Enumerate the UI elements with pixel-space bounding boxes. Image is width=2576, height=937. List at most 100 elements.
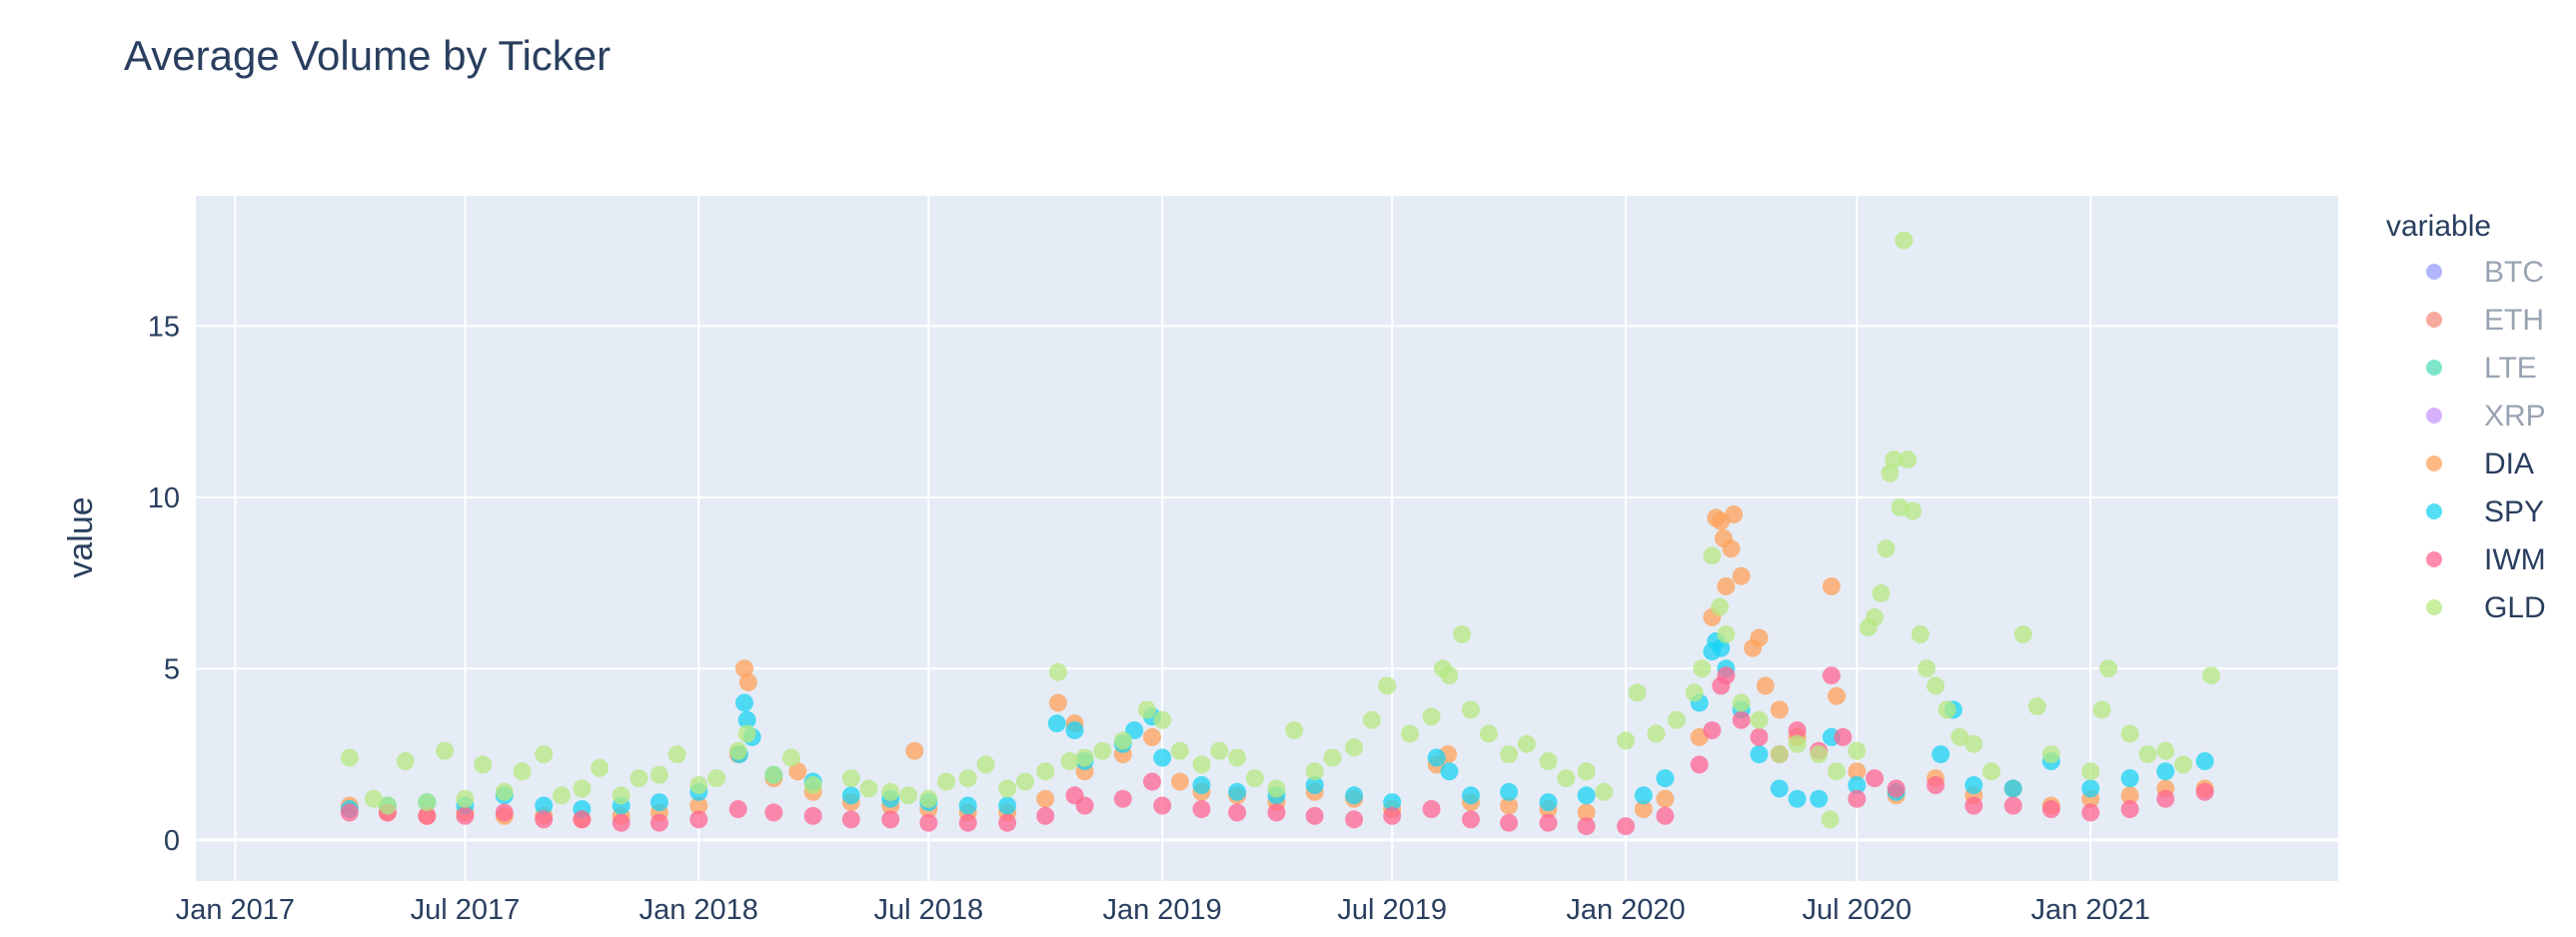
- data-point[interactable]: [1422, 800, 1441, 818]
- data-point[interactable]: [2003, 796, 2022, 815]
- data-point[interactable]: [418, 806, 437, 825]
- data-point[interactable]: [1750, 727, 1769, 746]
- data-point[interactable]: [591, 758, 610, 777]
- data-point[interactable]: [1378, 676, 1397, 695]
- data-point[interactable]: [841, 810, 860, 829]
- data-point[interactable]: [1617, 731, 1635, 750]
- data-point[interactable]: [1143, 727, 1161, 746]
- data-point[interactable]: [1153, 796, 1172, 815]
- data-point[interactable]: [881, 782, 900, 801]
- data-point[interactable]: [1770, 779, 1789, 798]
- data-point[interactable]: [1828, 686, 1846, 705]
- data-point[interactable]: [1048, 662, 1067, 681]
- data-point[interactable]: [1982, 762, 2000, 781]
- data-point[interactable]: [2041, 800, 2060, 818]
- data-point[interactable]: [1228, 748, 1247, 767]
- data-point[interactable]: [1964, 776, 1983, 794]
- data-point[interactable]: [2120, 786, 2139, 805]
- data-point[interactable]: [728, 741, 747, 760]
- data-point[interactable]: [1717, 625, 1736, 643]
- data-point[interactable]: [1877, 539, 1896, 558]
- data-point[interactable]: [1866, 769, 1885, 788]
- data-point[interactable]: [340, 803, 359, 822]
- data-point[interactable]: [1125, 721, 1144, 740]
- data-point[interactable]: [1822, 577, 1841, 595]
- data-point[interactable]: [1725, 505, 1744, 523]
- data-point[interactable]: [1345, 810, 1364, 829]
- data-point[interactable]: [1595, 782, 1614, 801]
- data-point[interactable]: [1722, 539, 1741, 558]
- data-point[interactable]: [1711, 597, 1730, 616]
- data-point[interactable]: [998, 796, 1017, 815]
- legend-marker-iwm[interactable]: [2426, 551, 2442, 567]
- data-point[interactable]: [1345, 786, 1364, 805]
- data-point[interactable]: [1577, 817, 1596, 836]
- data-point[interactable]: [1075, 748, 1094, 767]
- data-point[interactable]: [667, 745, 686, 764]
- data-point[interactable]: [1667, 710, 1686, 729]
- data-point[interactable]: [1750, 710, 1769, 729]
- data-point[interactable]: [474, 755, 493, 774]
- data-point[interactable]: [2138, 745, 2157, 764]
- data-point[interactable]: [1192, 755, 1211, 774]
- legend-item-xrp[interactable]: XRP: [2484, 400, 2546, 433]
- data-point[interactable]: [881, 810, 900, 829]
- data-point[interactable]: [1500, 745, 1519, 764]
- legend-marker-btc[interactable]: [2426, 264, 2442, 280]
- data-point[interactable]: [1075, 796, 1094, 815]
- data-point[interactable]: [1848, 762, 1867, 781]
- data-point[interactable]: [1932, 745, 1950, 764]
- data-point[interactable]: [1964, 796, 1983, 815]
- data-point[interactable]: [2156, 741, 2175, 760]
- data-point[interactable]: [1577, 762, 1596, 781]
- data-point[interactable]: [1267, 779, 1286, 798]
- data-point[interactable]: [1305, 762, 1324, 781]
- data-point[interactable]: [1440, 762, 1459, 781]
- data-point[interactable]: [958, 796, 977, 815]
- data-point[interactable]: [1887, 779, 1906, 798]
- data-point[interactable]: [1228, 782, 1247, 801]
- data-point[interactable]: [976, 755, 995, 774]
- data-point[interactable]: [958, 813, 977, 832]
- data-point[interactable]: [919, 813, 938, 832]
- data-point[interactable]: [1656, 769, 1675, 788]
- data-point[interactable]: [1453, 625, 1472, 643]
- legend-marker-eth[interactable]: [2426, 312, 2442, 328]
- data-point[interactable]: [495, 782, 514, 801]
- data-point[interactable]: [1267, 803, 1286, 822]
- data-point[interactable]: [1047, 714, 1066, 733]
- data-point[interactable]: [1703, 721, 1722, 740]
- data-point[interactable]: [2120, 769, 2139, 788]
- legend-item-gld[interactable]: GLD: [2484, 591, 2546, 624]
- data-point[interactable]: [859, 779, 878, 798]
- data-point[interactable]: [1113, 731, 1132, 750]
- data-point[interactable]: [2120, 724, 2139, 743]
- data-point[interactable]: [735, 659, 753, 678]
- data-point[interactable]: [1788, 789, 1807, 808]
- data-point[interactable]: [612, 813, 631, 832]
- data-point[interactable]: [1911, 625, 1930, 643]
- data-point[interactable]: [1690, 755, 1709, 774]
- data-point[interactable]: [1904, 501, 1923, 520]
- data-point[interactable]: [418, 793, 437, 812]
- data-point[interactable]: [1137, 700, 1156, 719]
- data-point[interactable]: [2099, 659, 2117, 678]
- data-point[interactable]: [1685, 683, 1704, 702]
- data-point[interactable]: [1937, 700, 1956, 719]
- data-point[interactable]: [1479, 724, 1498, 743]
- data-point[interactable]: [1617, 817, 1635, 836]
- data-point[interactable]: [1634, 800, 1653, 818]
- data-point[interactable]: [689, 776, 708, 794]
- data-point[interactable]: [535, 796, 554, 815]
- data-point[interactable]: [1927, 776, 1945, 794]
- data-point[interactable]: [803, 776, 822, 794]
- legend-marker-dia[interactable]: [2426, 456, 2442, 471]
- data-point[interactable]: [1918, 659, 1936, 678]
- data-point[interactable]: [1170, 741, 1189, 760]
- data-point[interactable]: [456, 789, 475, 808]
- data-point[interactable]: [1899, 451, 1918, 469]
- data-point[interactable]: [1462, 810, 1480, 829]
- legend-marker-lte[interactable]: [2426, 360, 2442, 376]
- data-point[interactable]: [707, 769, 726, 788]
- data-point[interactable]: [937, 772, 956, 791]
